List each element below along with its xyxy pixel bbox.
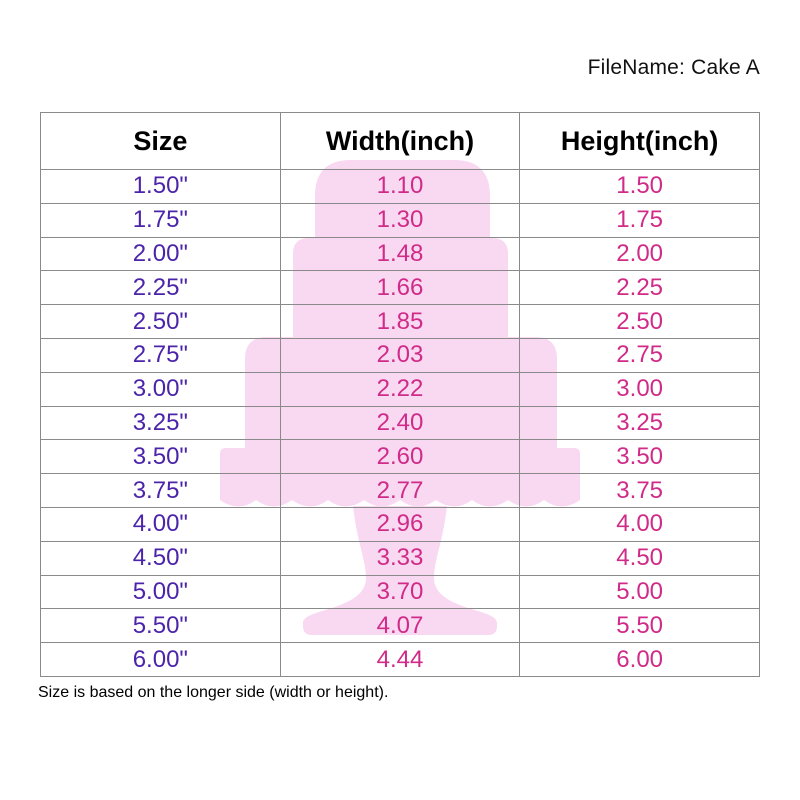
height-cell: 2.75 [519, 337, 760, 373]
size-cell: 3.50" [40, 439, 281, 475]
size-cell: 2.00" [40, 236, 281, 272]
width-cell: 3.70 [279, 574, 521, 610]
height-cell: 3.00 [519, 371, 760, 407]
width-cell: 1.10 [279, 169, 521, 204]
width-cell: 1.48 [279, 236, 521, 272]
filename-label: FileName: Cake A [587, 56, 760, 79]
height-cell: 1.75 [519, 202, 760, 238]
size-cell: 5.00" [40, 574, 281, 610]
height-cell: 1.50 [519, 169, 760, 204]
column-header-width: Width(inch) [279, 112, 521, 170]
width-cell: 4.44 [279, 642, 521, 677]
width-cell: 3.33 [279, 540, 521, 576]
table-row: 4.50" 3.33 4.50 [40, 540, 760, 576]
size-cell: 1.75" [40, 202, 281, 238]
height-cell: 3.50 [519, 439, 760, 475]
table-row: 2.00" 1.48 2.00 [40, 236, 760, 272]
width-cell: 2.40 [279, 405, 521, 441]
size-cell: 3.25" [40, 405, 281, 441]
table-row: 3.75" 2.77 3.75 [40, 473, 760, 508]
table-row: 2.50" 1.85 2.50 [40, 304, 760, 339]
height-cell: 5.50 [519, 608, 760, 644]
width-cell: 2.03 [279, 337, 521, 373]
table-row: 5.50" 4.07 5.50 [40, 608, 760, 644]
height-cell: 5.00 [519, 574, 760, 610]
size-cell: 2.50" [40, 304, 281, 339]
table-row: 2.75" 2.03 2.75 [40, 337, 760, 373]
table-row: 5.00" 3.70 5.00 [40, 574, 760, 610]
column-header-height: Height(inch) [519, 112, 760, 170]
size-cell: 6.00" [40, 642, 281, 677]
width-cell: 1.85 [279, 304, 521, 339]
table-row: 2.25" 1.66 2.25 [40, 270, 760, 306]
size-cell: 5.50" [40, 608, 281, 644]
table-row: 6.00" 4.44 6.00 [40, 642, 760, 677]
footnote: Size is based on the longer side (width … [38, 684, 389, 701]
table-row: 1.75" 1.30 1.75 [40, 202, 760, 238]
header-row: Size Width(inch) Height(inch) [40, 112, 760, 170]
size-chart-table: Size Width(inch) Height(inch) 1.50" 1.10… [40, 112, 760, 677]
width-cell: 2.22 [279, 371, 521, 407]
width-cell: 2.60 [279, 439, 521, 475]
width-cell: 1.30 [279, 202, 521, 238]
size-cell: 4.50" [40, 540, 281, 576]
size-cell: 2.75" [40, 337, 281, 373]
height-cell: 2.50 [519, 304, 760, 339]
table-row: 3.00" 2.22 3.00 [40, 371, 760, 407]
width-cell: 4.07 [279, 608, 521, 644]
size-cell: 1.50" [40, 169, 281, 204]
size-cell: 2.25" [40, 270, 281, 306]
size-table-head: Size Width(inch) Height(inch) [40, 112, 760, 170]
height-cell: 2.25 [519, 270, 760, 306]
width-cell: 1.66 [279, 270, 521, 306]
size-cell: 4.00" [40, 506, 281, 542]
size-cell: 3.75" [40, 473, 281, 508]
size-cell: 3.00" [40, 371, 281, 407]
height-cell: 6.00 [519, 642, 760, 677]
height-cell: 4.00 [519, 506, 760, 542]
width-cell: 2.77 [279, 473, 521, 508]
height-cell: 4.50 [519, 540, 760, 576]
column-header-size: Size [40, 112, 281, 170]
height-cell: 2.00 [519, 236, 760, 272]
height-cell: 3.75 [519, 473, 760, 508]
size-table-body: 1.50" 1.10 1.50 1.75" 1.30 1.75 2.00" 1.… [40, 169, 760, 677]
table-row: 3.25" 2.40 3.25 [40, 405, 760, 441]
width-cell: 2.96 [279, 506, 521, 542]
table-row: 3.50" 2.60 3.50 [40, 439, 760, 475]
table-row: 1.50" 1.10 1.50 [40, 169, 760, 204]
height-cell: 3.25 [519, 405, 760, 441]
table-row: 4.00" 2.96 4.00 [40, 506, 760, 542]
